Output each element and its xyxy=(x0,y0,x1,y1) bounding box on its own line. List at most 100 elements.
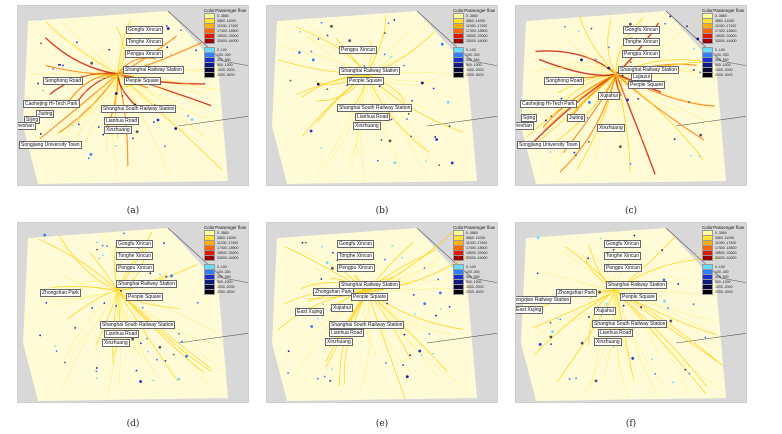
station-dot xyxy=(146,337,148,340)
legend-row: 2000..4000 xyxy=(204,288,246,295)
station-label: People Square xyxy=(628,81,666,89)
flow-line xyxy=(296,73,368,96)
station-dot xyxy=(693,69,695,71)
station-dot xyxy=(698,155,701,158)
flow-line xyxy=(51,286,119,292)
station-label: Pengpu Xincun xyxy=(622,50,660,58)
legend-range: 0..100 xyxy=(715,264,725,269)
legend-flow-header: Passenger flow xyxy=(215,225,246,230)
station-dot xyxy=(598,290,601,294)
station-dot xyxy=(180,29,182,31)
legend-range: 11000..17400 xyxy=(466,240,488,245)
legend-range: 2000..4000 xyxy=(217,72,235,77)
station-dot xyxy=(446,100,450,104)
station-dot xyxy=(432,352,434,355)
station-label: Tonghe Xincun xyxy=(623,38,661,46)
station-dot xyxy=(89,152,93,156)
station-label: Jiuting xyxy=(567,114,586,122)
map-panel-a: Gongfu Xincun Tonghe Xincun Pengpu Xincu… xyxy=(17,5,249,216)
flow-line xyxy=(57,290,119,306)
station-dot xyxy=(190,118,194,122)
station-dot xyxy=(564,25,566,28)
station-dot xyxy=(580,58,583,62)
legend-range: 17400..18500 xyxy=(217,245,239,250)
station-dot xyxy=(686,25,688,28)
legend-range: 18500..33000 xyxy=(217,33,239,38)
station-dot xyxy=(321,245,324,248)
station-dot xyxy=(380,138,383,141)
flow-line xyxy=(577,50,617,75)
station-dot xyxy=(330,24,333,28)
legend-range: 500..1000 xyxy=(466,279,482,284)
station-dot xyxy=(383,32,386,34)
station-dot xyxy=(42,89,44,92)
legend-range: 500..1000 xyxy=(217,279,233,284)
legend-range: 1000..2000 xyxy=(715,284,733,289)
station-dot xyxy=(90,61,94,65)
station-dot xyxy=(401,256,403,259)
flow-line xyxy=(45,21,119,75)
station-dot xyxy=(156,358,158,361)
station-dot xyxy=(677,283,680,285)
legend-range: 33000..44000 xyxy=(715,38,737,43)
station-dot xyxy=(608,46,610,49)
station-label: Pengpu Xincun xyxy=(604,264,642,272)
legend-row: 2000..4000 xyxy=(453,288,495,295)
station-label: Tonghe Xincun xyxy=(126,38,164,46)
station-label: Gongfu Xincun xyxy=(126,26,164,34)
legend-range: 33000..44000 xyxy=(217,255,239,260)
legend-flow-header: Passenger flow xyxy=(464,225,495,230)
station-dot xyxy=(439,291,442,295)
station-dot xyxy=(424,160,427,163)
station-dot xyxy=(131,337,135,341)
station-dot xyxy=(164,359,167,362)
station-label: People Square xyxy=(126,293,164,301)
legend-range: 17400..18500 xyxy=(466,245,488,250)
station-dot xyxy=(622,304,625,307)
station-dot xyxy=(177,332,180,335)
station-dot xyxy=(39,133,42,135)
station-dot xyxy=(699,133,703,137)
station-dot xyxy=(689,154,692,157)
legend-swatch xyxy=(204,288,215,295)
station-dot xyxy=(629,61,632,64)
station-dot xyxy=(628,22,632,26)
legend-range: 11000..17400 xyxy=(466,23,488,28)
legend-row: 33000..44000 xyxy=(702,37,744,44)
station-dot xyxy=(77,123,80,126)
station-dot xyxy=(587,140,590,143)
station-dot xyxy=(435,138,439,141)
flow-line xyxy=(54,290,119,366)
legend: Color Passenger flow 0..3860 3860..11000 110… xyxy=(702,8,744,78)
station-dot xyxy=(316,377,319,380)
legend-range: 1000..2000 xyxy=(217,67,235,72)
boundary-line xyxy=(426,332,497,344)
boundary-line xyxy=(167,227,248,283)
station-dot xyxy=(388,139,392,143)
station-label: Hongqiao Railway Station xyxy=(516,296,572,304)
station-dot xyxy=(376,159,379,162)
legend-flow-header: Passenger flow xyxy=(215,8,246,13)
legend-range: 100..300 xyxy=(715,269,729,274)
legend-color-header: Color xyxy=(453,8,464,13)
station-dot xyxy=(594,58,597,61)
station-dot xyxy=(323,375,326,378)
legend-header: Color Passenger flow xyxy=(702,225,744,230)
station-dot xyxy=(165,25,168,27)
station-label: Pengpu Xincun xyxy=(116,264,154,272)
flow-line xyxy=(615,73,656,140)
station-dot xyxy=(559,318,562,321)
station-label: Zhongshan Park xyxy=(313,288,354,296)
land-area xyxy=(521,11,726,184)
station-dot xyxy=(320,21,323,24)
station-label: Shanghai South Railway Station xyxy=(101,105,177,113)
flow-line xyxy=(117,290,211,389)
station-dot xyxy=(637,98,640,100)
station-dot xyxy=(115,305,118,307)
station-label: Xinzhuang xyxy=(353,122,381,130)
station-dot xyxy=(152,121,155,123)
station-dot xyxy=(547,128,549,131)
station-dot xyxy=(40,42,42,45)
station-dot xyxy=(39,334,41,337)
legend-range: 2000..4000 xyxy=(466,72,484,77)
